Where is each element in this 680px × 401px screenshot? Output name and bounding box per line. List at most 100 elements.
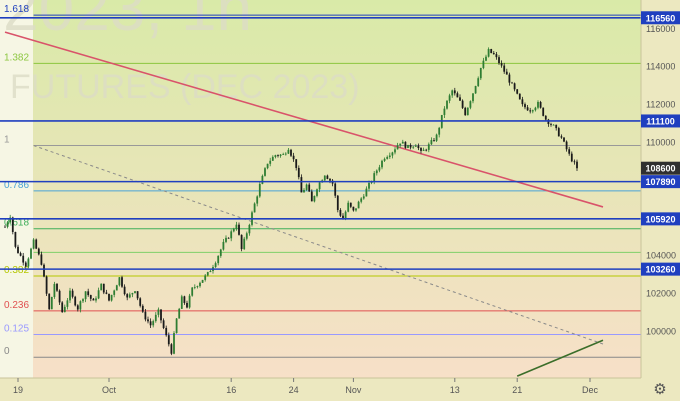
candle-body bbox=[227, 237, 230, 239]
candle-body bbox=[518, 93, 521, 100]
trendline bbox=[4, 31, 604, 208]
fib-label: 0.618 bbox=[4, 218, 29, 229]
level-price-label-bg bbox=[641, 175, 680, 189]
candle-body bbox=[69, 290, 71, 301]
candle-body bbox=[552, 124, 555, 126]
candle bbox=[427, 142, 430, 153]
candle bbox=[531, 109, 534, 114]
candle-body bbox=[451, 90, 454, 96]
candle-body bbox=[100, 283, 103, 291]
candle-body bbox=[490, 49, 493, 54]
candles bbox=[4, 47, 578, 356]
candle-body bbox=[287, 149, 290, 154]
candle-body bbox=[121, 277, 123, 287]
candle-body bbox=[230, 231, 233, 239]
candle bbox=[230, 229, 233, 242]
fib-label: 1 bbox=[4, 135, 10, 146]
candle bbox=[238, 222, 240, 236]
candle bbox=[576, 159, 578, 172]
candle-body bbox=[435, 134, 438, 141]
candle bbox=[401, 139, 404, 144]
candle bbox=[79, 300, 82, 313]
candle bbox=[433, 138, 435, 142]
candle bbox=[219, 248, 222, 258]
candle bbox=[349, 202, 352, 209]
candle bbox=[274, 154, 277, 159]
candle-body bbox=[521, 99, 524, 105]
x-axis-panel[interactable] bbox=[0, 378, 641, 401]
candle bbox=[14, 231, 17, 249]
candle-body bbox=[284, 153, 287, 155]
candle-body bbox=[204, 275, 207, 280]
candle-body bbox=[178, 308, 181, 319]
candle-body bbox=[40, 254, 43, 265]
candle-body bbox=[425, 149, 428, 151]
candle bbox=[290, 148, 292, 158]
candle bbox=[58, 289, 61, 305]
candle bbox=[518, 93, 521, 100]
candle bbox=[113, 289, 116, 298]
candle bbox=[217, 255, 220, 266]
candle-body bbox=[243, 238, 246, 250]
candle-body bbox=[128, 294, 131, 298]
candle-body bbox=[95, 298, 97, 301]
candle-body bbox=[336, 195, 339, 210]
candle-body bbox=[394, 149, 396, 153]
candle bbox=[336, 194, 339, 213]
candle-body bbox=[50, 296, 53, 310]
candle-body bbox=[63, 306, 66, 313]
candle-body bbox=[6, 222, 9, 227]
candle bbox=[404, 141, 407, 149]
candle-body bbox=[347, 202, 350, 212]
candle bbox=[355, 208, 357, 212]
candle-body bbox=[201, 279, 204, 283]
candle-body bbox=[464, 107, 467, 116]
candle-body bbox=[360, 198, 363, 202]
candle-body bbox=[115, 285, 118, 291]
candle-body bbox=[542, 107, 545, 116]
candle-body bbox=[474, 86, 477, 94]
level-price-label: 116560 bbox=[646, 13, 676, 23]
candle bbox=[95, 296, 97, 303]
candle-body bbox=[557, 128, 560, 137]
candle-body bbox=[344, 211, 347, 220]
candle-body bbox=[297, 167, 300, 178]
candle-body bbox=[375, 170, 378, 174]
candle bbox=[141, 304, 144, 314]
candle-body bbox=[279, 154, 282, 156]
candle bbox=[383, 157, 386, 162]
candle-body bbox=[417, 145, 420, 149]
gear-icon[interactable]: ⚙ bbox=[653, 380, 667, 398]
candle bbox=[485, 54, 487, 62]
candle-body bbox=[11, 217, 14, 232]
candle bbox=[56, 282, 58, 293]
candle bbox=[412, 146, 415, 149]
candle-body bbox=[404, 141, 407, 148]
candle-body bbox=[175, 318, 178, 334]
candle-body bbox=[472, 93, 474, 102]
candle bbox=[323, 175, 326, 182]
candle-body bbox=[105, 292, 108, 294]
y-axis-panel[interactable] bbox=[641, 0, 680, 401]
candle bbox=[420, 147, 422, 154]
candle-body bbox=[560, 136, 563, 138]
candle-body bbox=[248, 224, 251, 234]
x-tick-label: Nov bbox=[345, 385, 362, 395]
candle bbox=[461, 99, 464, 110]
horizontal-levels[interactable] bbox=[0, 16, 641, 270]
candle-body bbox=[539, 101, 542, 108]
candle-body bbox=[555, 124, 558, 129]
candle bbox=[469, 100, 472, 110]
candle bbox=[394, 147, 396, 155]
candle-body bbox=[19, 253, 22, 256]
fib-area bbox=[33, 0, 641, 378]
candle-body bbox=[526, 107, 529, 111]
candle bbox=[524, 102, 526, 110]
candle bbox=[414, 144, 417, 147]
candle bbox=[43, 263, 45, 278]
candle bbox=[82, 298, 84, 304]
candle-body bbox=[160, 309, 162, 321]
level-price-label-bg bbox=[641, 11, 680, 25]
candle bbox=[440, 114, 443, 129]
